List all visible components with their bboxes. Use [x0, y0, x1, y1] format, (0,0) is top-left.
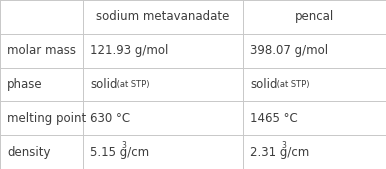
Text: solid: solid: [250, 78, 278, 91]
Text: 398.07 g/mol: 398.07 g/mol: [250, 44, 328, 57]
Text: 630 °C: 630 °C: [90, 112, 130, 125]
Text: phase: phase: [7, 78, 42, 91]
Text: 121.93 g/mol: 121.93 g/mol: [90, 44, 168, 57]
Text: 1465 °C: 1465 °C: [250, 112, 298, 125]
Text: melting point: melting point: [7, 112, 86, 125]
Text: 3: 3: [122, 141, 127, 150]
Text: sodium metavanadate: sodium metavanadate: [96, 10, 230, 23]
Text: 2.31 g/cm: 2.31 g/cm: [250, 146, 309, 159]
Text: pencal: pencal: [295, 10, 334, 23]
Text: 3: 3: [282, 141, 287, 150]
Text: molar mass: molar mass: [7, 44, 76, 57]
Text: (at STP): (at STP): [114, 80, 149, 89]
Text: 5.15 g/cm: 5.15 g/cm: [90, 146, 149, 159]
Text: solid: solid: [90, 78, 117, 91]
Text: (at STP): (at STP): [274, 80, 310, 89]
Text: density: density: [7, 146, 51, 159]
